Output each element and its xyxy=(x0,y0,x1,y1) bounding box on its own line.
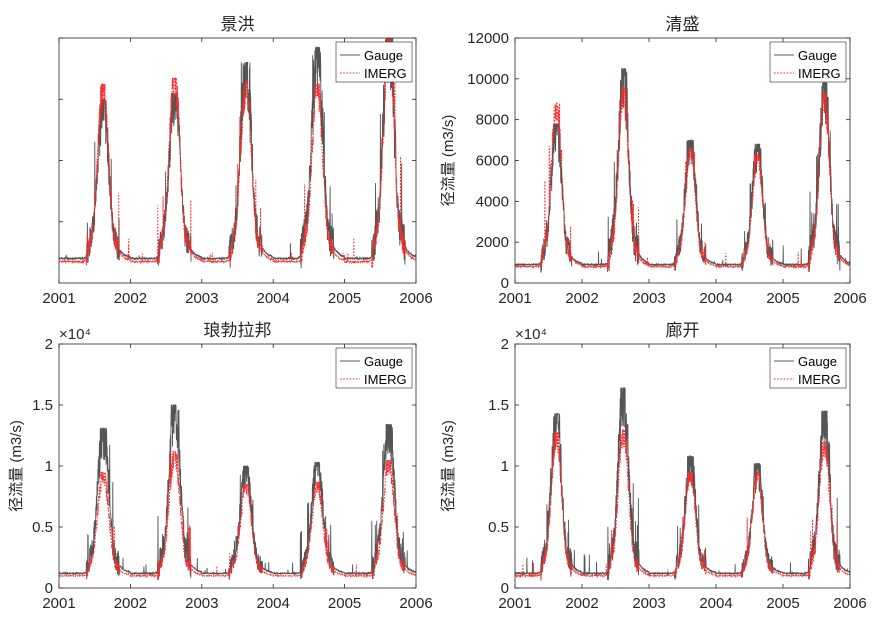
series-line-imerg xyxy=(59,38,416,268)
x-tick-label: 2005 xyxy=(766,290,799,307)
x-tick-label: 2002 xyxy=(565,290,598,307)
x-tick-label: 2002 xyxy=(565,595,598,612)
y-tick-label: 0 xyxy=(501,275,509,292)
x-tick-label: 2002 xyxy=(114,595,147,612)
y-axis-label: 径流量 (m3/s) xyxy=(440,115,457,207)
x-tick-label: 2005 xyxy=(328,290,361,307)
y-tick-label: 0.5 xyxy=(488,519,509,536)
y-exponent-label: ×10⁴ xyxy=(515,326,547,343)
chart-title: 琅勃拉邦 xyxy=(204,321,272,340)
y-tick-label: 12000 xyxy=(467,30,509,47)
x-tick-label: 2004 xyxy=(699,595,732,612)
y-tick-label: 2 xyxy=(501,336,509,353)
y-tick-label: 0 xyxy=(501,580,509,597)
series-line-gauge xyxy=(515,68,850,273)
x-tick-label: 2003 xyxy=(185,290,218,307)
legend-box xyxy=(769,41,847,83)
legend-label-gauge: Gauge xyxy=(364,354,403,369)
series-line-imerg xyxy=(515,86,850,272)
x-tick-label: 2006 xyxy=(399,290,432,307)
y-tick-label: 10000 xyxy=(467,71,509,88)
y-tick-label: 2 xyxy=(45,336,53,353)
legend-label-imerg: IMERG xyxy=(798,66,841,81)
y-exponent-label: ×10⁴ xyxy=(59,326,91,343)
y-tick-label: 6000 xyxy=(476,153,509,170)
x-tick-label: 2006 xyxy=(399,595,432,612)
x-tick-label: 2005 xyxy=(328,595,361,612)
y-tick-label: 4000 xyxy=(476,193,509,210)
chart-title: 景洪 xyxy=(221,15,255,34)
legend-box xyxy=(335,347,413,389)
y-tick-label: 0 xyxy=(45,580,53,597)
y-tick-label: 8000 xyxy=(476,112,509,129)
x-tick-label: 2003 xyxy=(185,595,218,612)
x-tick-label: 2003 xyxy=(632,595,665,612)
x-tick-label: 2001 xyxy=(42,595,75,612)
y-tick-label: 1 xyxy=(45,458,53,475)
x-tick-label: 2002 xyxy=(114,290,147,307)
series-line-imerg xyxy=(515,428,850,581)
x-tick-label: 2005 xyxy=(766,595,799,612)
x-tick-label: 2004 xyxy=(257,595,290,612)
y-tick-label: 0.5 xyxy=(32,519,53,536)
y-axis-label: 径流量 (m3/s) xyxy=(8,420,25,512)
x-tick-label: 2006 xyxy=(833,595,866,612)
y-axis-label: 径流量 (m3/s) xyxy=(440,420,457,512)
y-tick-label: 1.5 xyxy=(32,397,53,414)
chart-panel-2: 2001 2002 2003 2004 2005 2006 0 2000 4000 6000 800… xyxy=(440,15,867,307)
x-tick-label: 2001 xyxy=(498,595,531,612)
legend-label-gauge: Gauge xyxy=(364,48,403,63)
chart-panel-1: 2001 2002 2003 2004 2005 2006 景洪 Gauge IMERG xyxy=(42,15,432,307)
chart-panel-3: 2001 2002 2003 2004 2005 2006 0 0.5 1 1.5 2 ×10⁴ 琅勃拉… xyxy=(8,321,433,612)
y-tick-label: 2000 xyxy=(476,234,509,251)
chart-title: 清盛 xyxy=(666,15,700,34)
x-tick-label: 2006 xyxy=(833,290,866,307)
y-tick-label: 1 xyxy=(501,458,509,475)
legend-box xyxy=(335,41,413,83)
x-tick-label: 2003 xyxy=(632,290,665,307)
legend: Gauge IMERG xyxy=(335,41,413,83)
legend-label-imerg: IMERG xyxy=(798,372,841,387)
x-tick-label: 2004 xyxy=(257,290,290,307)
chart-panel-4: 2001 2002 2003 2004 2005 2006 0 0.5 1 1.5 2 ×10⁴ 廊开径… xyxy=(440,321,867,612)
chart-title: 廊开 xyxy=(666,321,700,340)
x-tick-label: 2001 xyxy=(498,290,531,307)
x-tick-label: 2004 xyxy=(699,290,732,307)
legend: Gauge IMERG xyxy=(769,41,847,83)
legend-label-gauge: Gauge xyxy=(798,48,837,63)
legend: Gauge IMERG xyxy=(769,347,847,389)
legend-label-imerg: IMERG xyxy=(364,372,407,387)
legend: Gauge IMERG xyxy=(335,347,413,389)
legend-label-imerg: IMERG xyxy=(364,66,407,81)
series-line-imerg xyxy=(59,450,416,581)
x-tick-label: 2001 xyxy=(42,290,75,307)
y-tick-label: 1.5 xyxy=(488,397,509,414)
legend-label-gauge: Gauge xyxy=(798,354,837,369)
legend-box xyxy=(769,347,847,389)
